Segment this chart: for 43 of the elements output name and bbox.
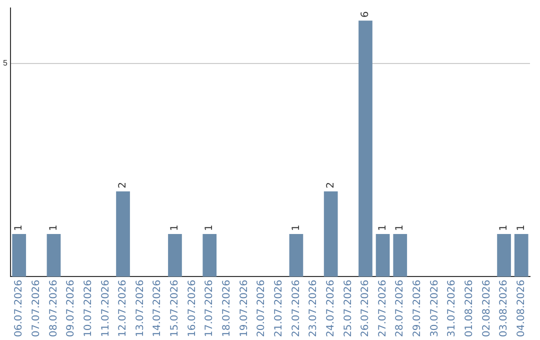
x-tick-label: 17.07.2026 [204, 280, 216, 338]
x-tick-label: 21.07.2026 [273, 280, 284, 338]
x-tick-label: 19.07.2026 [238, 280, 250, 338]
x-tick-label: 31.07.2026 [446, 280, 458, 338]
x-tick-label: 24.07.2026 [325, 280, 336, 338]
data-label: 6 [360, 11, 372, 18]
data-label: 1 [498, 224, 510, 232]
x-tick-label: 11.07.2026 [100, 280, 112, 338]
x-tick-label: 08.07.2026 [48, 280, 60, 338]
data-label: 1 [290, 224, 302, 232]
x-tick-label: 26.07.2026 [360, 280, 372, 338]
x-tick-label: 01.08.2026 [464, 280, 475, 338]
data-label: 1 [516, 224, 527, 232]
x-tick-label: 29.07.2026 [412, 280, 424, 338]
y-tick-label: 5 [2, 58, 8, 68]
x-tick-label: 02.08.2026 [481, 280, 492, 338]
data-label: 1 [394, 224, 406, 232]
data-label: 1 [377, 224, 388, 232]
x-tick-label: 13.07.2026 [134, 280, 146, 338]
x-tick-label: 20.07.2026 [256, 280, 268, 338]
x-tick-label: 18.07.2026 [222, 280, 233, 338]
x-tick-label: 04.08.2026 [516, 280, 527, 338]
x-tick-label: 16.07.2026 [186, 280, 198, 338]
x-tick-label: 06.07.2026 [14, 280, 25, 338]
x-tick-label: 12.07.2026 [118, 280, 129, 338]
x-tick-label: 10.07.2026 [82, 280, 94, 338]
x-tick-label: 23.07.2026 [308, 280, 320, 338]
x-tick-label: 27.07.2026 [377, 280, 388, 338]
data-label: 2 [325, 182, 336, 188]
x-tick-label: 09.07.2026 [66, 280, 77, 338]
data-label: 1 [204, 224, 216, 232]
x-tick-label: 07.07.2026 [31, 280, 42, 338]
x-tick-label: 25.07.2026 [342, 280, 354, 338]
x-tick-label: 15.07.2026 [170, 280, 181, 338]
x-tick-label: 14.07.2026 [152, 280, 164, 338]
data-label: 1 [170, 224, 181, 232]
x-tick-label: 30.07.2026 [429, 280, 440, 338]
x-tick-label: 28.07.2026 [394, 280, 406, 338]
data-label: 1 [14, 224, 25, 232]
x-tick-label: 03.08.2026 [498, 280, 510, 338]
data-label: 2 [118, 182, 129, 188]
x-tick-label: 22.07.2026 [290, 280, 302, 338]
data-label: 1 [48, 224, 60, 232]
